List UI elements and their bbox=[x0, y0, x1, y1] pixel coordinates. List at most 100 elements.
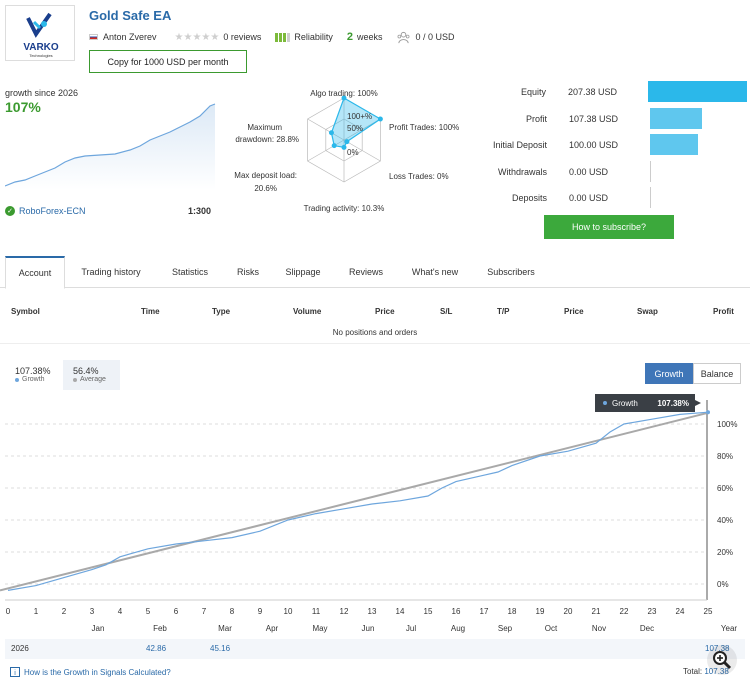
year-label: 2026 bbox=[11, 644, 29, 653]
how-to-subscribe-button[interactable]: How to subscribe? bbox=[544, 215, 674, 239]
x-tick-label: 7 bbox=[202, 607, 207, 616]
month-label: Sep bbox=[498, 624, 513, 633]
stat-bar bbox=[650, 134, 698, 155]
radar-deposit-load-label: Max deposit load: bbox=[234, 171, 297, 180]
author-link[interactable]: Anton Zverev bbox=[103, 32, 157, 42]
y-tick-label: 40% bbox=[717, 516, 733, 525]
tab-reviews[interactable]: Reviews bbox=[348, 267, 383, 277]
radar-drawdown-label: Maximum bbox=[247, 123, 282, 132]
x-tick-label: 15 bbox=[424, 607, 433, 616]
growth-faq-text: How is the Growth in Signals Calculated? bbox=[24, 667, 171, 677]
month-label: Aug bbox=[451, 624, 465, 633]
month-label: Mar bbox=[218, 624, 232, 633]
tooltip-pointer bbox=[695, 400, 701, 406]
page-title[interactable]: Gold Safe EA bbox=[89, 8, 172, 23]
radar-spoke bbox=[343, 139, 381, 162]
x-tick-label: 18 bbox=[508, 607, 517, 616]
growth-percent: 107% bbox=[5, 99, 41, 115]
weeks-label: weeks bbox=[357, 32, 383, 42]
y-tick-label: 20% bbox=[717, 548, 733, 557]
x-tick-label: 13 bbox=[368, 607, 377, 616]
growth-since-label: growth since 2026 bbox=[5, 88, 79, 98]
tab-trading-history[interactable]: Trading history bbox=[81, 267, 141, 277]
radar-algo-label: Algo trading: 100% bbox=[310, 89, 378, 98]
tab-bar: Account Trading history Statistics Risks… bbox=[0, 256, 750, 289]
tooltip-dot-icon bbox=[603, 401, 607, 405]
mini-growth-line bbox=[5, 103, 216, 187]
logo[interactable]: VARKO Technologies bbox=[5, 5, 75, 61]
radar-point bbox=[377, 116, 383, 122]
x-tick-label: 5 bbox=[146, 607, 151, 616]
subscribers-value: 0 / 0 USD bbox=[415, 32, 455, 42]
stat-label: Profit bbox=[525, 113, 547, 124]
radar-profit-label: Profit Trades: 100% bbox=[389, 123, 459, 132]
stat-label: Withdrawals bbox=[497, 166, 547, 177]
reviews-link[interactable]: 0 reviews bbox=[223, 32, 262, 42]
total-value: 107.38 bbox=[704, 667, 729, 676]
x-tick-label: 21 bbox=[592, 607, 601, 616]
x-tick-label: 12 bbox=[340, 607, 349, 616]
average-dot-icon bbox=[73, 377, 77, 382]
tab-account[interactable]: Account bbox=[5, 256, 65, 289]
tab-whats-new[interactable]: What's new bbox=[411, 267, 459, 277]
x-tick-label: 24 bbox=[676, 607, 685, 616]
feb-value: 42.86 bbox=[146, 644, 167, 653]
x-tick-label: 10 bbox=[284, 607, 293, 616]
month-label: Jan bbox=[92, 624, 105, 633]
weeks-count: 2 bbox=[346, 31, 354, 43]
x-tick-label: 3 bbox=[90, 607, 95, 616]
x-tick-label: 20 bbox=[564, 607, 573, 616]
x-tick-label: 23 bbox=[648, 607, 657, 616]
logo-text: VARKO bbox=[23, 42, 59, 53]
balance-toggle-button[interactable]: Balance bbox=[693, 363, 741, 384]
radar-activity-label: Trading activity: 10.3% bbox=[304, 204, 385, 213]
legend-growth[interactable]: 107.38% Growth bbox=[5, 360, 61, 390]
x-tick-label: 4 bbox=[118, 607, 123, 616]
stat-value: 0.00 USD bbox=[569, 166, 609, 177]
x-tick-label: 19 bbox=[536, 607, 545, 616]
radar-spoke bbox=[307, 139, 345, 162]
month-label: Apr bbox=[266, 624, 279, 633]
broker-link[interactable]: RoboForex-ECN bbox=[19, 206, 86, 216]
stat-row-deposits: Deposits 0.00 USD bbox=[457, 187, 747, 208]
stat-bar bbox=[648, 81, 747, 102]
tab-subscribers[interactable]: Subscribers bbox=[487, 267, 535, 277]
svg-text:i: i bbox=[14, 670, 16, 677]
tab-risks[interactable]: Risks bbox=[237, 267, 259, 277]
col-symbol: Symbol bbox=[11, 307, 40, 316]
x-tick-label: 2 bbox=[62, 607, 67, 616]
legend-average[interactable]: 56.4% Average bbox=[63, 360, 120, 390]
radar-point bbox=[328, 130, 334, 136]
growth-faq-link[interactable]: i How is the Growth in Signals Calculate… bbox=[10, 667, 171, 677]
stat-label: Deposits bbox=[511, 192, 547, 203]
zoom-button[interactable] bbox=[707, 645, 737, 675]
x-tick-label: 25 bbox=[704, 607, 713, 616]
stat-value: 0.00 USD bbox=[569, 192, 609, 203]
x-tick-label: 8 bbox=[230, 607, 235, 616]
risk-radar-chart: 100+% 50% 0% Algo trading: 100% Profit T… bbox=[234, 89, 459, 213]
copy-button[interactable]: Copy for 1000 USD per month bbox=[89, 50, 247, 73]
growth-toggle-button[interactable]: Growth bbox=[645, 363, 693, 384]
stat-row-initial-deposit: Initial Deposit 100.00 USD bbox=[457, 134, 747, 155]
x-tick-label: 6 bbox=[174, 607, 179, 616]
radar-drawdown-value: drawdown: 28.8% bbox=[235, 135, 299, 144]
russia-flag-icon bbox=[89, 34, 98, 40]
growth-line bbox=[7, 411, 709, 591]
col-type: Type bbox=[212, 307, 231, 316]
logo-subtext: Technologies bbox=[29, 53, 52, 58]
leverage: 1:300 bbox=[188, 206, 212, 216]
tooltip-box bbox=[595, 394, 695, 412]
legend-average-value: 56.4% bbox=[73, 366, 99, 376]
tab-statistics[interactable]: Statistics bbox=[171, 267, 208, 277]
x-tick-label: 17 bbox=[480, 607, 489, 616]
total: Total: 107.38 bbox=[683, 667, 729, 676]
tab-slippage[interactable]: Slippage bbox=[285, 267, 321, 277]
mini-growth-chart bbox=[5, 103, 216, 190]
average-line bbox=[0, 411, 709, 592]
stat-label: Equity bbox=[520, 86, 546, 97]
radar-spoke bbox=[307, 118, 345, 141]
y-tick-label: 0% bbox=[717, 580, 729, 589]
radar-ring-0: 0% bbox=[347, 148, 359, 157]
y-tick-label: 80% bbox=[717, 452, 733, 461]
radar-ring-50: 50% bbox=[347, 124, 363, 133]
